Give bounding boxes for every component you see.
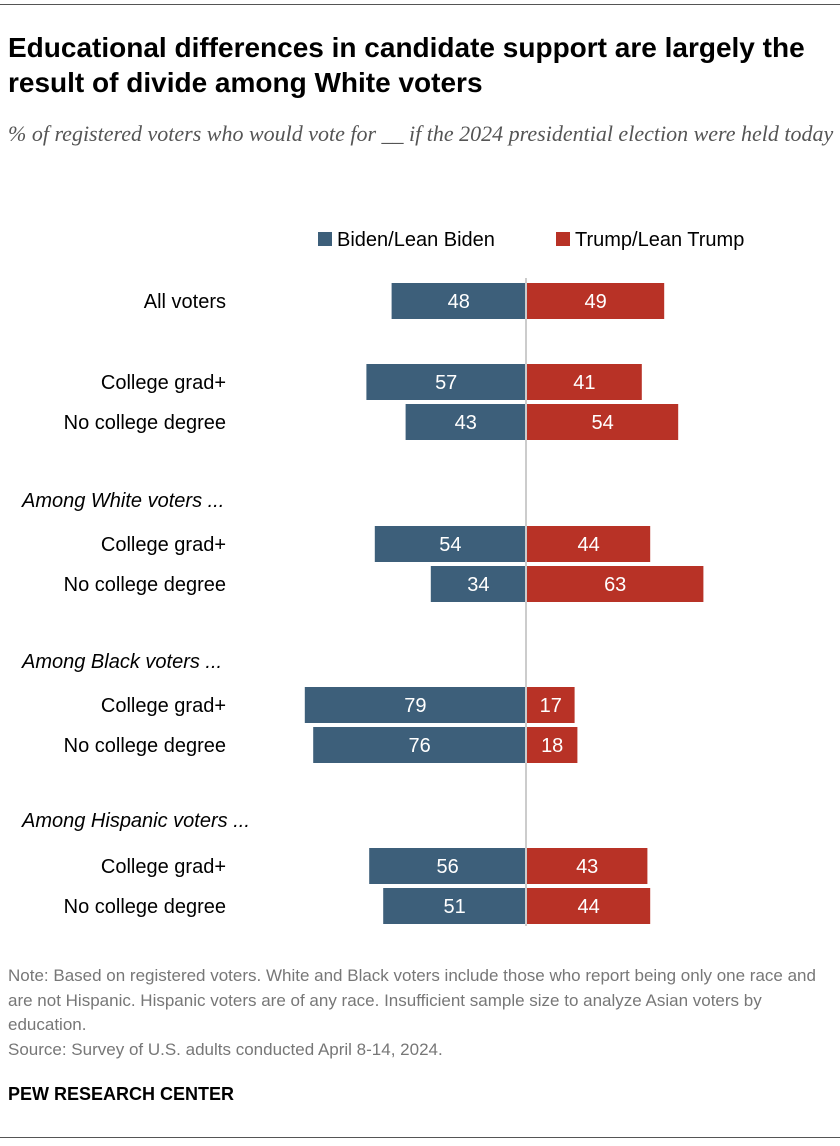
data-label-trump: 17 bbox=[540, 695, 562, 717]
row-label: No college degree bbox=[64, 735, 226, 757]
data-label-trump: 54 bbox=[591, 412, 613, 434]
row-label: No college degree bbox=[64, 574, 226, 596]
row-label: No college degree bbox=[64, 412, 226, 434]
row-label: No college degree bbox=[64, 896, 226, 918]
bar-trump bbox=[527, 404, 679, 440]
chart-note: Note: Based on registered voters. White … bbox=[8, 964, 838, 1062]
bar-biden bbox=[304, 687, 525, 723]
bar-biden bbox=[430, 566, 525, 602]
data-label-trump: 44 bbox=[577, 534, 599, 556]
bar-biden bbox=[374, 526, 525, 562]
data-label-biden: 34 bbox=[467, 574, 489, 596]
data-label-trump: 49 bbox=[584, 291, 606, 313]
bar-biden bbox=[366, 364, 525, 400]
bar-biden bbox=[391, 283, 525, 319]
data-label-biden: 48 bbox=[448, 291, 470, 313]
bar-trump bbox=[527, 727, 578, 763]
bar-biden bbox=[369, 848, 525, 884]
data-label-biden: 54 bbox=[439, 534, 461, 556]
bar-trump bbox=[527, 888, 651, 924]
row-label: All voters bbox=[144, 291, 226, 313]
data-label-biden: 79 bbox=[404, 695, 426, 717]
row-label: College grad+ bbox=[101, 534, 226, 556]
group-header: Among Hispanic voters ... bbox=[21, 810, 250, 832]
row-label: College grad+ bbox=[101, 856, 226, 878]
group-header: Among White voters ... bbox=[21, 490, 224, 512]
data-label-trump: 44 bbox=[577, 896, 599, 918]
bar-trump bbox=[527, 526, 651, 562]
note-text: Note: Based on registered voters. White … bbox=[8, 966, 816, 1034]
bar-trump bbox=[527, 566, 704, 602]
group-header: Among Black voters ... bbox=[21, 651, 222, 673]
diverging-bar-chart: Biden/Lean Biden Trump/Lean Trump All vote… bbox=[21, 229, 744, 926]
legend-swatch-trump bbox=[556, 232, 570, 246]
source-text: Source: Survey of U.S. adults conducted … bbox=[8, 1039, 443, 1059]
bar-biden bbox=[405, 404, 525, 440]
row-label: College grad+ bbox=[101, 695, 226, 717]
data-label-trump: 43 bbox=[576, 856, 598, 878]
data-label-biden: 43 bbox=[455, 412, 477, 434]
chart-title: Educational differences in candidate sup… bbox=[8, 32, 805, 98]
legend-label-biden: Biden/Lean Biden bbox=[337, 229, 495, 251]
chart-subtitle: % of registered voters who would vote fo… bbox=[8, 121, 834, 146]
data-label-trump: 63 bbox=[604, 574, 626, 596]
data-label-trump: 18 bbox=[541, 735, 563, 757]
data-label-biden: 76 bbox=[408, 735, 430, 757]
bar-biden bbox=[313, 727, 525, 763]
bar-trump bbox=[527, 364, 642, 400]
data-label-biden: 57 bbox=[435, 372, 457, 394]
pew-logo-text: PEW RESEARCH CENTER bbox=[8, 1084, 235, 1104]
bottom-rule bbox=[0, 1137, 840, 1138]
data-label-biden: 56 bbox=[436, 856, 458, 878]
top-rule bbox=[0, 4, 840, 5]
bar-biden bbox=[383, 888, 525, 924]
legend-label-trump: Trump/Lean Trump bbox=[575, 229, 744, 251]
bar-trump bbox=[527, 848, 648, 884]
row-label: College grad+ bbox=[101, 372, 226, 394]
data-label-biden: 51 bbox=[443, 896, 465, 918]
bar-trump bbox=[527, 687, 575, 723]
bar-trump bbox=[527, 283, 665, 319]
legend-swatch-biden bbox=[318, 232, 332, 246]
data-label-trump: 41 bbox=[573, 372, 595, 394]
